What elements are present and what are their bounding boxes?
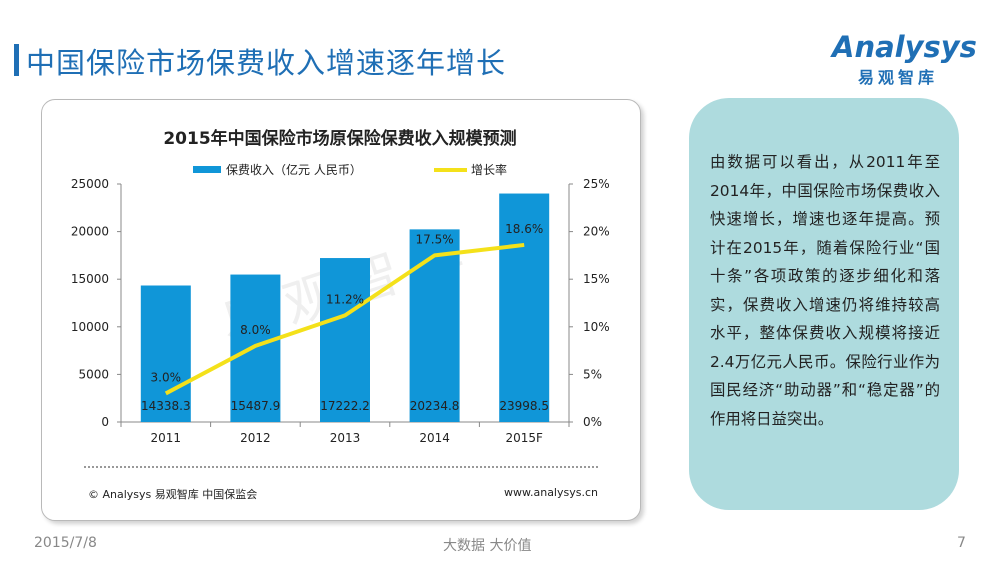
legend-label-line: 增长率 (471, 162, 507, 177)
commentary-text: 由数据可以看出，从2011年至2014年，中国保险市场保费收入快速增长，增速也逐… (710, 153, 940, 428)
footer-date: 2015/7/8 (34, 535, 97, 551)
y-right-tick-label: 10% (583, 320, 610, 334)
y-left-tick-label: 25000 (71, 177, 109, 191)
chart-source-url: www.analysys.cn (504, 486, 598, 499)
line-value-label: 17.5% (416, 232, 454, 246)
y-right-tick-label: 15% (583, 272, 610, 286)
bar-value-label: 17222.2 (320, 399, 370, 413)
y-right-tick-label: 20% (583, 225, 610, 239)
page-title: 中国保险市场保费收入增速逐年增长 (26, 46, 507, 80)
x-tick-label: 2014 (419, 431, 450, 445)
legend-label-bar: 保费收入（亿元 人民币） (226, 162, 362, 177)
line-value-label: 18.6% (505, 222, 543, 236)
line-value-label: 11.2% (326, 292, 364, 306)
source-divider (84, 466, 598, 468)
chart-source: © Analysys 易观智库 中国保监会 (88, 488, 258, 501)
bar-value-label: 23998.5 (499, 399, 549, 413)
legend-swatch-bar (193, 166, 221, 173)
y-left-tick-label: 0 (101, 415, 109, 429)
title-accent-bar (14, 44, 19, 76)
combo-chart: 0 5000 10000 15000 20000 25000 0% 5% 10% 15% 20% 25… (71, 162, 610, 445)
y-left-tick-label: 5000 (78, 367, 109, 381)
logo-subtitle: 易观智库 (858, 68, 939, 87)
y-right-tick-label: 25% (583, 177, 610, 191)
bar (140, 285, 191, 422)
bar (409, 229, 460, 422)
x-tick-label: 2013 (330, 431, 361, 445)
x-tick-label: 2012 (240, 431, 271, 445)
bar-value-label: 15487.9 (231, 399, 281, 413)
y-left-tick-label: 20000 (71, 225, 109, 239)
bar-value-label: 20234.8 (410, 399, 460, 413)
bar (320, 258, 370, 422)
analysys-logo: Analysys 易观智库 (824, 30, 977, 90)
growth-line (164, 242, 525, 396)
y-left-tick-label: 10000 (71, 320, 109, 334)
commentary-box (689, 98, 959, 510)
x-tick-label: 2015F (505, 431, 543, 445)
page-number: 7 (957, 535, 966, 551)
footer-tagline: 大数据 大价值 (443, 538, 532, 554)
line-value-label: 3.0% (151, 370, 182, 384)
y-left-tick-label: 15000 (71, 272, 109, 286)
logo-wordmark: Analysys (832, 30, 977, 64)
y-right-tick-label: 5% (583, 367, 602, 381)
chart-title: 2015年中国保险市场原保险保费收入规模预测 (163, 129, 517, 149)
x-tick-label: 2011 (151, 431, 182, 445)
line-value-label: 8.0% (240, 323, 271, 337)
y-right-tick-label: 0% (583, 415, 602, 429)
bar (230, 274, 281, 422)
bar-value-label: 14338.3 (141, 399, 191, 413)
bar (499, 193, 550, 422)
